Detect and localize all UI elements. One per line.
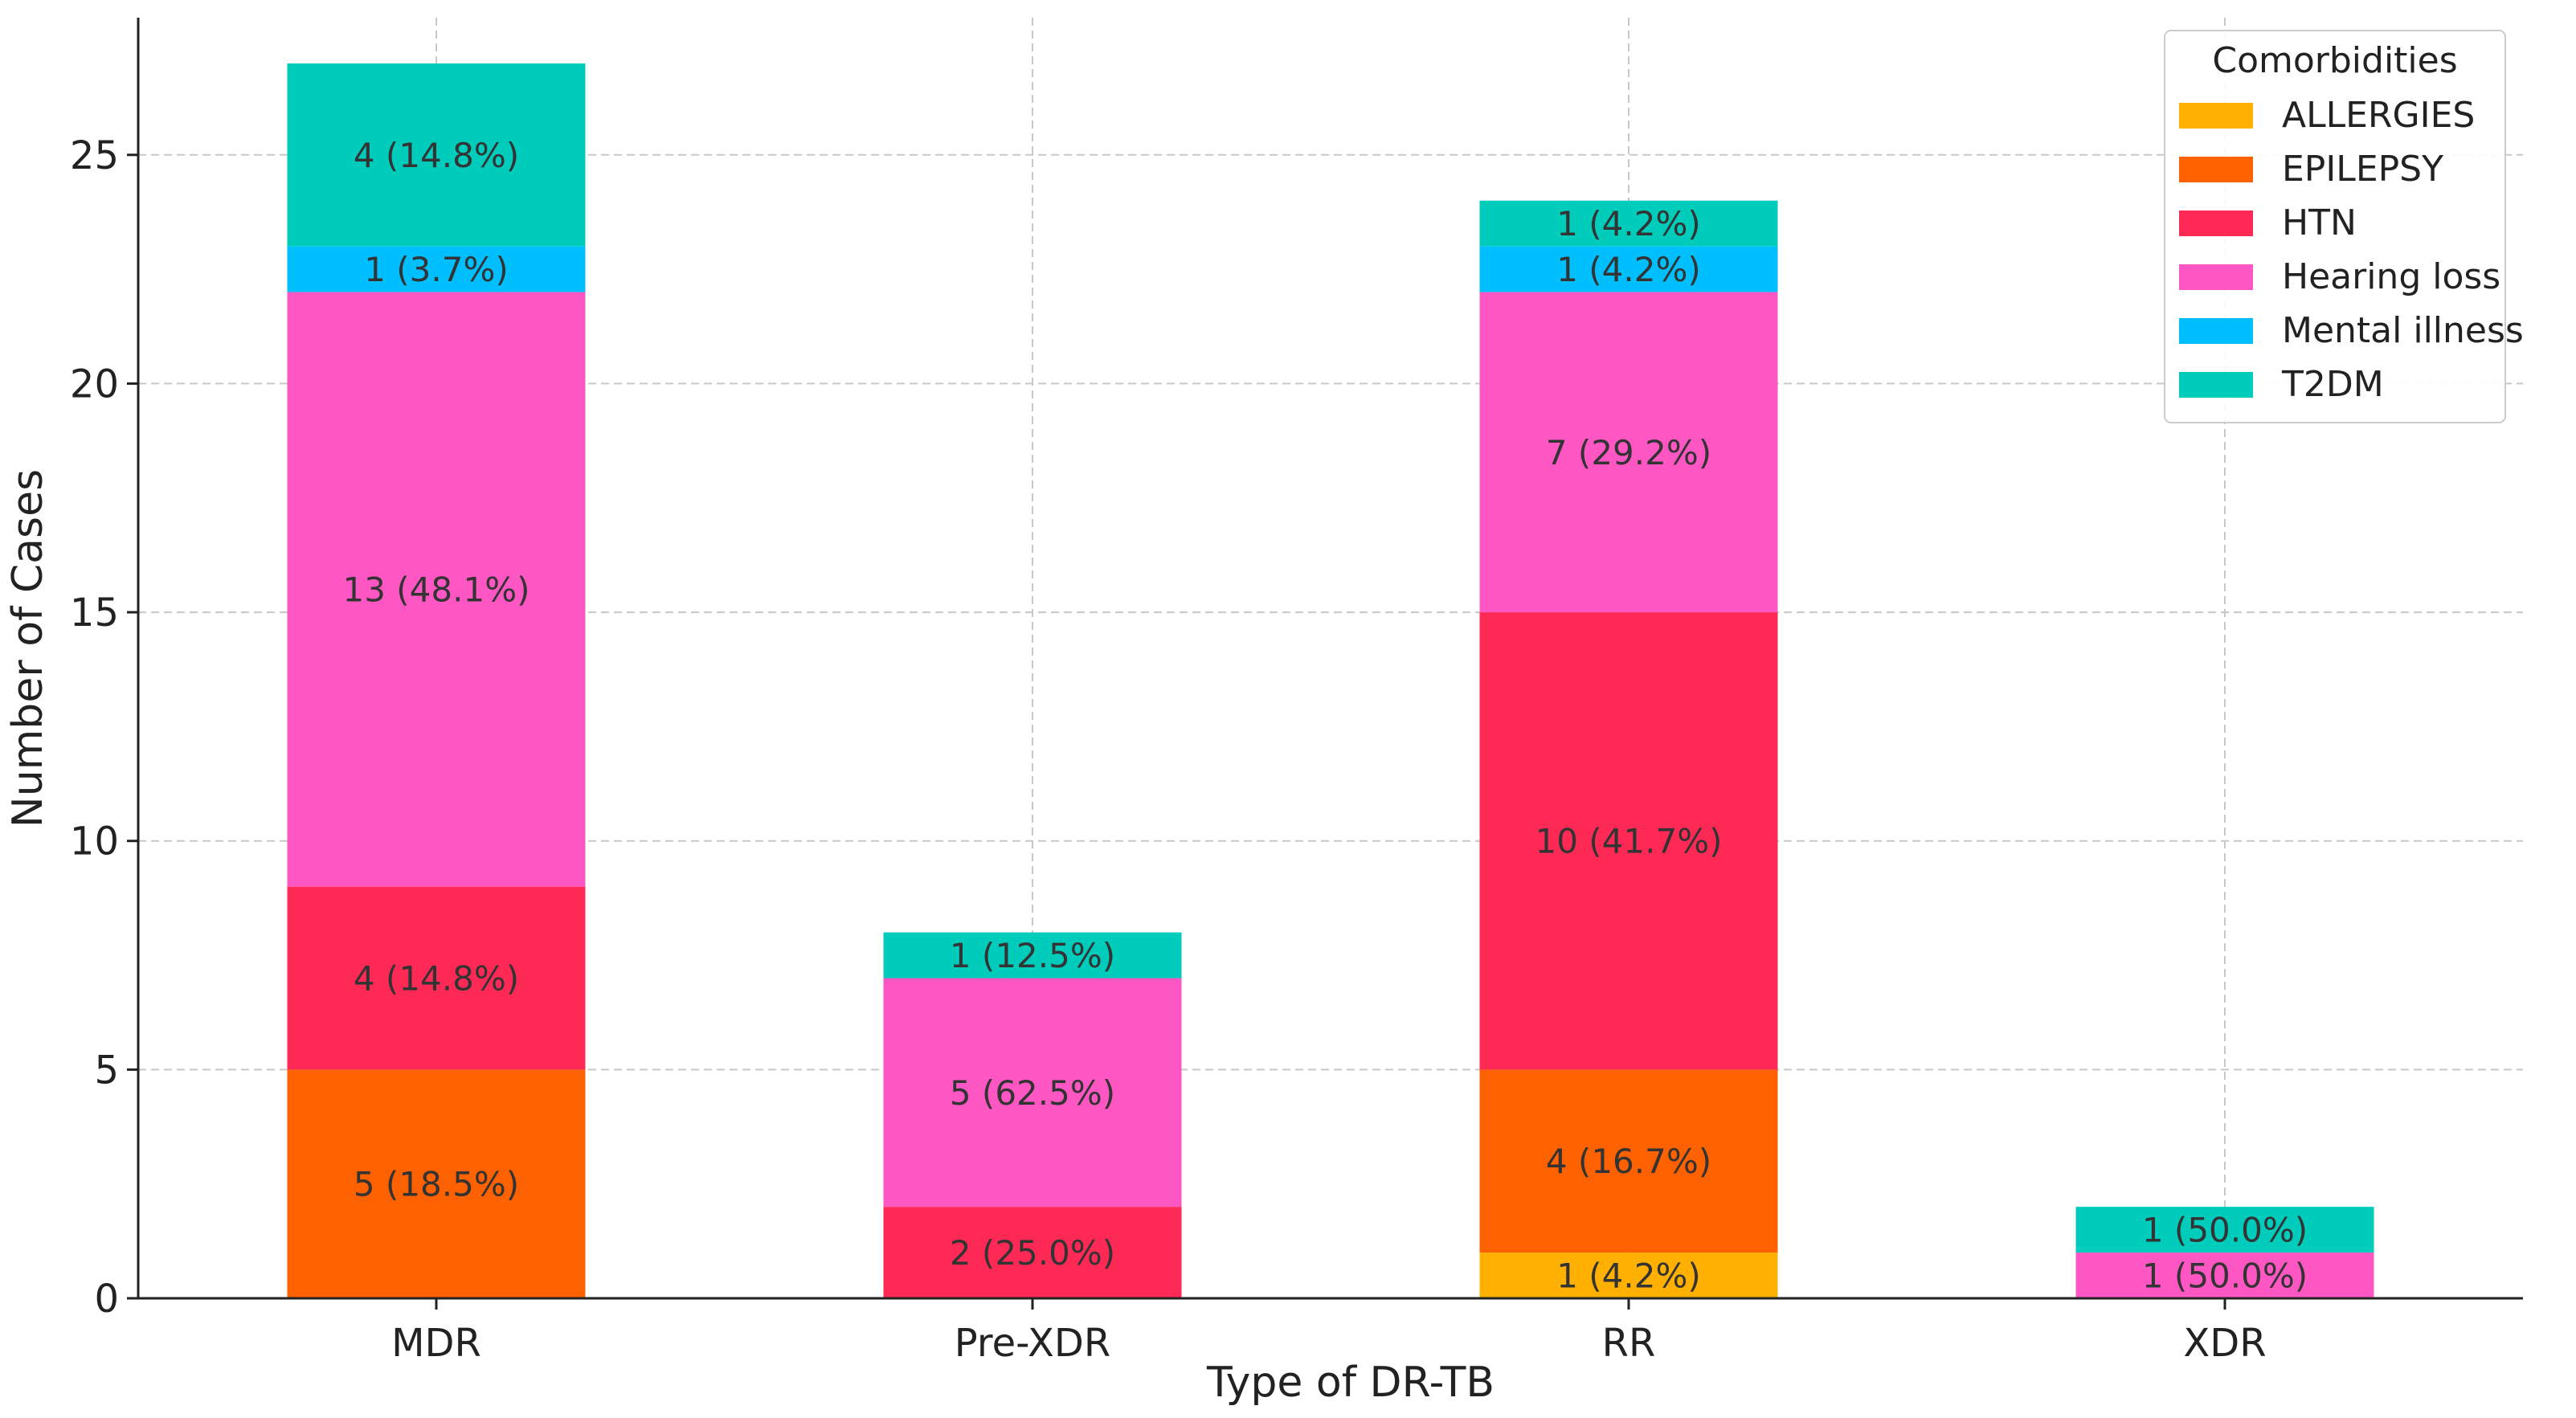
legend-swatch bbox=[2179, 157, 2253, 182]
legend: Comorbidities ALLERGIES EPILEPSY HTN Hearing… bbox=[2164, 30, 2524, 423]
bar-segment-htn bbox=[883, 1207, 1182, 1298]
x-axis-title: Type of DR-TB bbox=[1206, 1359, 1494, 1407]
x-tick-label: XDR bbox=[2183, 1321, 2266, 1366]
bar-segment-mental-illness bbox=[287, 246, 586, 292]
bar-value-label: 1 (50.0%) bbox=[2142, 1257, 2308, 1296]
bar-segment-hearing-loss bbox=[883, 978, 1182, 1208]
bar-segment-hearing-loss bbox=[2075, 1252, 2374, 1298]
bar-segment-mental-illness bbox=[1479, 246, 1778, 292]
bar-segment-allergies bbox=[1479, 1252, 1778, 1298]
legend-swatch bbox=[2179, 103, 2253, 129]
bar-segment-epilepsy bbox=[287, 1069, 586, 1298]
legend-swatch bbox=[2179, 264, 2253, 290]
y-tick-label: 10 bbox=[70, 819, 119, 864]
bar-segment-epilepsy bbox=[1479, 1069, 1778, 1253]
bar-labels: 5 (18.5%) 4 (14.8%) 13 (48.1%) 1 (3.7%) 4 (1… bbox=[343, 136, 2308, 1296]
bar-segment-hearing-loss bbox=[287, 292, 586, 887]
legend-entry-label: Hearing loss bbox=[2282, 256, 2500, 297]
bar-value-label: 1 (4.2%) bbox=[1556, 204, 1701, 243]
bar-value-label: 4 (16.7%) bbox=[1546, 1142, 1711, 1181]
y-tick-label: 5 bbox=[94, 1048, 119, 1093]
legend-swatch bbox=[2179, 318, 2253, 344]
bar-segment-htn bbox=[1479, 612, 1778, 1070]
y-axis-title: Number of Cases bbox=[4, 469, 52, 828]
bar-segment-htn bbox=[287, 886, 586, 1070]
legend-title: Comorbidities bbox=[2212, 40, 2457, 81]
bar-value-label: 1 (50.0%) bbox=[2142, 1211, 2308, 1250]
bar-value-label: 1 (12.5%) bbox=[950, 936, 1115, 975]
y-tick-label: 20 bbox=[70, 362, 119, 407]
x-tick-label: RR bbox=[1602, 1321, 1656, 1366]
legend-entry-label: Mental illness bbox=[2282, 310, 2524, 351]
bar-segment-t2dm bbox=[883, 932, 1182, 979]
bar-segment-t2dm bbox=[1479, 200, 1778, 247]
legend-swatch bbox=[2179, 372, 2253, 398]
y-tick-label: 25 bbox=[70, 133, 119, 178]
bar-value-label: 1 (4.2%) bbox=[1556, 250, 1701, 289]
bar-value-label: 13 (48.1%) bbox=[343, 570, 530, 610]
x-tick-label: MDR bbox=[391, 1321, 481, 1366]
legend-entry-label: T2DM bbox=[2281, 364, 2384, 405]
bar-value-label: 5 (62.5%) bbox=[950, 1073, 1115, 1113]
bar-segment-hearing-loss bbox=[1479, 292, 1778, 613]
x-tick-label: Pre-XDR bbox=[955, 1321, 1110, 1366]
bar-segment-t2dm bbox=[2075, 1207, 2374, 1253]
legend-entry-label: EPILEPSY bbox=[2282, 149, 2443, 190]
bar-segments bbox=[287, 63, 2374, 1298]
bar-value-label: 4 (14.8%) bbox=[354, 959, 519, 999]
bar-segment-t2dm bbox=[287, 63, 586, 247]
bar-value-label: 1 (4.2%) bbox=[1556, 1257, 1701, 1296]
legend-swatch bbox=[2179, 210, 2253, 236]
bar-value-label: 5 (18.5%) bbox=[354, 1165, 519, 1204]
y-tick-label: 15 bbox=[70, 590, 119, 635]
bar-value-label: 7 (29.2%) bbox=[1546, 433, 1711, 472]
bar-value-label: 4 (14.8%) bbox=[354, 136, 519, 175]
bar-value-label: 1 (3.7%) bbox=[364, 250, 509, 289]
legend-entry-label: HTN bbox=[2282, 202, 2357, 243]
y-tick-label: 0 bbox=[94, 1277, 119, 1322]
legend-entry-label: ALLERGIES bbox=[2282, 95, 2475, 136]
bar-value-label: 10 (41.7%) bbox=[1535, 822, 1723, 861]
bar-value-label: 2 (25.0%) bbox=[950, 1233, 1115, 1273]
axes: 0 5 10 15 20 25 MDR Pre-XDR RR XDR bbox=[70, 18, 2523, 1366]
